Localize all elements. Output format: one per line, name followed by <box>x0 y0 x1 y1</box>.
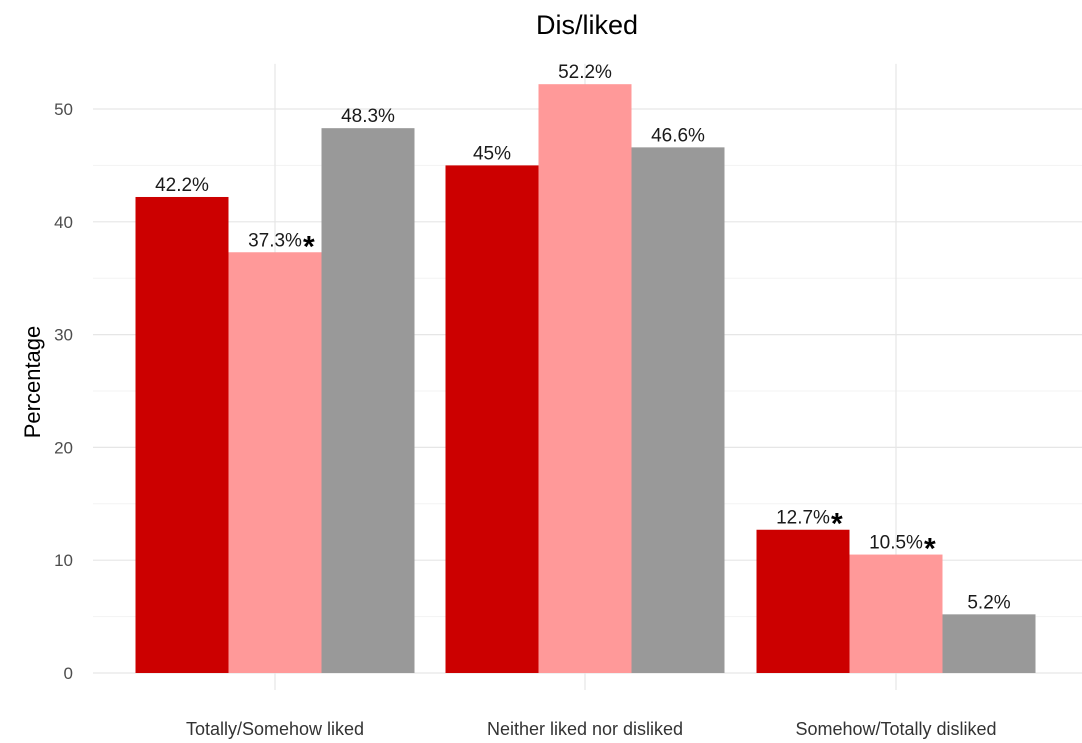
bar <box>135 196 229 673</box>
bar <box>538 84 632 673</box>
y-tick-label: 40 <box>54 213 73 232</box>
chart-title: Dis/liked <box>536 10 638 40</box>
bar-value-label: 48.3% <box>341 106 395 127</box>
significance-star: * <box>924 533 936 566</box>
bar-value-label: 45% <box>473 143 511 164</box>
bars <box>135 84 1036 674</box>
significance-star: * <box>303 230 315 263</box>
y-axis-label: Percentage <box>20 326 45 439</box>
x-category-label: Somehow/Totally disliked <box>795 719 996 739</box>
bar <box>631 147 725 674</box>
bar-value-label: 12.7% <box>776 508 830 529</box>
data-labels: 42.2%37.3% *48.3%45%52.2%46.6%12.7% *10.5%… <box>155 62 1011 613</box>
bar-value-label: 10.5% <box>869 533 923 554</box>
bar-value-label: 46.6% <box>651 125 705 146</box>
bar <box>321 128 415 673</box>
y-tick-label: 10 <box>54 551 73 570</box>
y-tick-label: 0 <box>64 664 73 683</box>
bar-value-label: 37.3% <box>248 230 302 251</box>
bar-value-label: 52.2% <box>558 62 612 83</box>
significance-star: * <box>831 508 843 541</box>
bar-value-label: 5.2% <box>967 592 1010 613</box>
y-tick-label: 50 <box>54 100 73 119</box>
y-tick-label: 20 <box>54 438 73 457</box>
bar <box>942 614 1036 673</box>
y-tick-label: 30 <box>54 326 73 345</box>
x-category-label: Totally/Somehow liked <box>186 719 364 739</box>
y-axis-ticks: 0 10 20 30 40 50 <box>54 100 73 683</box>
x-category-label: Neither liked nor disliked <box>487 719 683 739</box>
bar <box>228 252 322 674</box>
bar <box>756 529 850 673</box>
bar <box>445 165 539 673</box>
bar <box>849 554 943 673</box>
x-axis-categories: Totally/Somehow liked Neither liked nor d… <box>186 719 997 739</box>
bar-value-label: 42.2% <box>155 175 209 196</box>
